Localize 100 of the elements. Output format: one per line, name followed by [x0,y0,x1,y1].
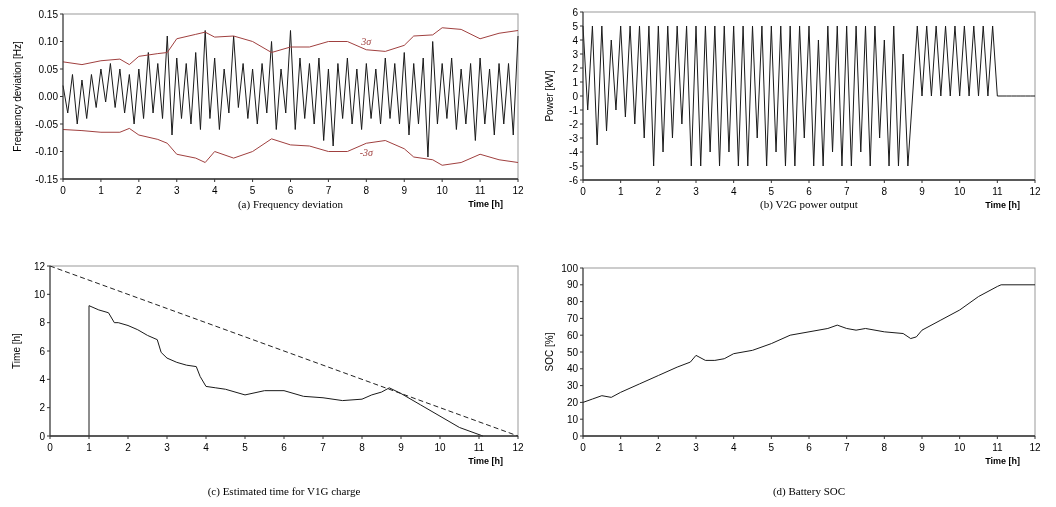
y-tick-label: -6 [569,174,579,186]
x-tick-label: 7 [843,442,850,453]
y-tick-label: 12 [33,260,46,272]
x-tick-label: 3 [693,186,700,197]
x-tick-label: 0 [60,185,67,196]
x-tick-label: 7 [325,185,332,196]
line-series [62,30,519,158]
y-tick-label: 0.10 [38,36,59,47]
x-axis-title: Time [h] [468,456,503,466]
text: (a) Frequency deviation [237,198,344,211]
y-tick-label: 1 [572,76,579,88]
x-tick-label: 10 [434,442,446,453]
x-tick-label: 9 [398,442,405,453]
y-tick-label: 40 [566,363,579,375]
y-tick-label: 70 [566,312,579,324]
y-tick-label: 6 [572,6,579,18]
x-tick-label: 12 [512,442,524,453]
y-tick-label: -5 [569,160,579,172]
y-tick-label: -0.05 [35,118,59,130]
y-tick-label: 20 [566,396,579,408]
y-tick-label: -4 [569,146,579,158]
x-tick-label: 10 [436,185,449,196]
x-tick-label: 0 [580,186,587,197]
y-tick-label: 0 [572,90,579,102]
y-tick-label: 2 [572,62,579,74]
y-tick-label: 0 [39,430,46,442]
y-tick-label: 0.00 [38,91,59,102]
x-tick-label: 10 [954,186,966,197]
x-tick-label: 10 [954,442,966,453]
x-axis-title: Time [h] [985,200,1020,210]
text: (b) V2G power output [760,198,858,211]
series-label: -3σ [359,147,375,159]
y-tick-label: -1 [569,104,579,116]
x-tick-label: 2 [136,185,143,196]
text: (d) Battery SOC [772,485,846,498]
x-tick-label: 4 [203,442,210,453]
y-tick-label: 50 [566,346,579,358]
x-tick-label: 8 [359,442,366,453]
x-tick-label: 6 [281,442,288,453]
y-tick-label: 0 [572,430,579,442]
x-tick-label: 6 [287,185,294,196]
y-axis-title: Power [kW] [544,70,555,122]
x-tick-label: 11 [992,186,1003,197]
x-tick-label: 11 [992,442,1003,453]
y-tick-label: -0.15 [35,173,59,185]
x-tick-label: 1 [617,442,624,453]
y-tick-label: 10 [566,413,579,425]
y-tick-label: 3 [572,48,579,60]
y-tick-label: 2 [39,402,46,414]
x-tick-label: 0 [580,442,587,453]
y-tick-label: 0.15 [38,8,59,20]
x-tick-label: 6 [806,442,813,453]
y-tick-label: 60 [566,329,579,341]
y-tick-label: 100 [561,262,579,274]
x-tick-label: 2 [655,442,662,453]
x-tick-label: 8 [363,185,370,196]
y-tick-label: 4 [39,373,46,385]
x-tick-label: 7 [843,186,850,197]
y-axis-title: Time [h] [11,332,22,369]
x-tick-label: 8 [881,186,888,197]
x-tick-label: 1 [98,185,105,196]
x-tick-label: 5 [242,442,249,453]
y-tick-label: -0.10 [35,146,59,157]
x-tick-label: 1 [86,442,93,453]
x-axis-title: Time [h] [985,456,1020,466]
y-tick-label: 8 [39,317,46,329]
x-tick-label: 5 [768,442,775,453]
x-tick-label: 8 [881,442,888,453]
series-label: 3σ [360,35,373,47]
y-axis-title: Frequency deviation [Hz] [12,40,23,152]
x-tick-label: 5 [768,186,775,197]
y-tick-label: 90 [566,279,579,291]
y-tick-label: 10 [33,288,46,300]
x-tick-label: 5 [249,185,256,196]
line-series [62,27,519,66]
x-tick-label: 4 [730,186,737,197]
y-tick-label: 30 [566,380,579,392]
x-tick-label: 2 [655,186,662,197]
y-tick-label: 4 [572,34,579,46]
x-tick-label: 9 [401,185,408,196]
y-tick-label: -2 [569,118,579,130]
y-tick-label: 5 [572,20,579,32]
y-tick-label: 6 [39,345,46,357]
y-axis-title: SOC [%] [544,332,555,372]
x-tick-label: 12 [512,185,524,196]
x-tick-label: 11 [474,185,486,196]
x-tick-label: 4 [730,442,737,453]
line-series [582,284,1036,403]
y-tick-label: -3 [569,132,579,144]
x-tick-label: 3 [693,442,700,453]
x-tick-label: 2 [125,442,132,453]
x-tick-label: 9 [919,442,926,453]
x-tick-label: 9 [919,186,926,197]
x-tick-label: 7 [320,442,327,453]
x-axis-title: Time [h] [468,199,503,209]
y-tick-label: 0.05 [38,63,59,75]
line-series [62,127,519,166]
x-tick-label: 12 [1029,442,1041,453]
x-tick-label: 3 [173,185,180,196]
x-tick-label: 6 [806,186,813,197]
